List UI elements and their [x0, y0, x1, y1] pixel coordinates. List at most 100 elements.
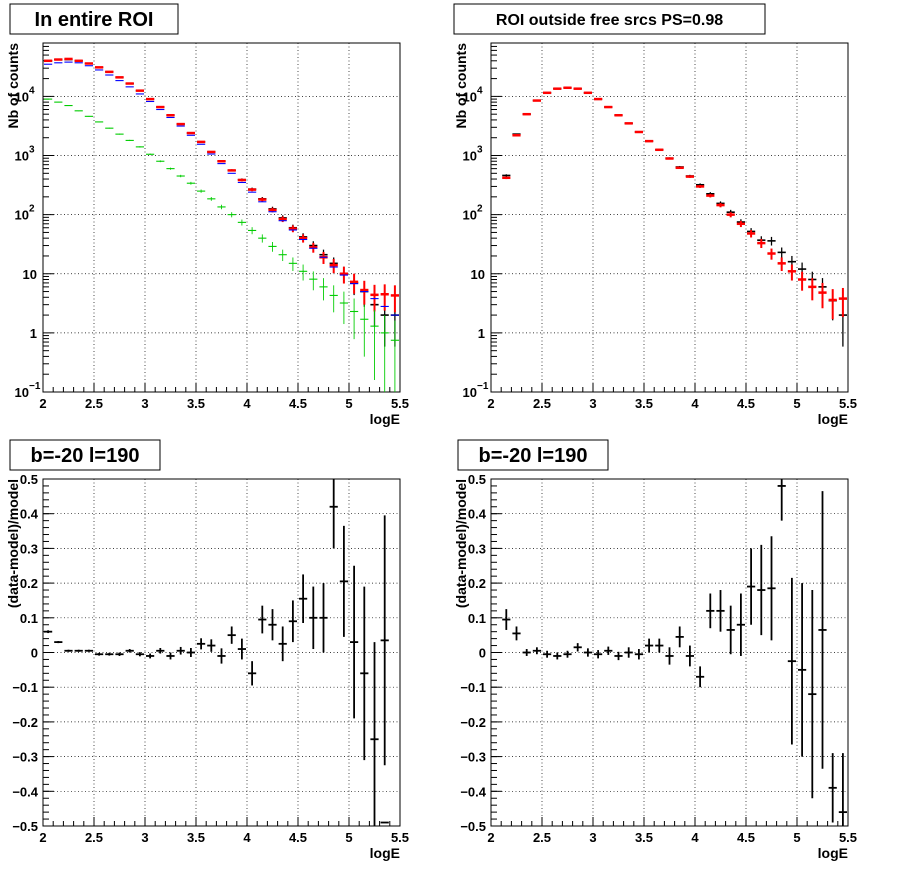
data-point [135, 652, 144, 657]
y-tick-label: 10 [471, 267, 485, 282]
data-point [288, 225, 297, 233]
y-tick-label: 0.3 [468, 541, 486, 556]
data-point [95, 121, 104, 123]
data-point [757, 544, 766, 636]
data-point [166, 113, 175, 117]
x-tick-label: 4.5 [289, 830, 307, 845]
data-point [197, 140, 206, 144]
data-point [696, 666, 705, 688]
data-point [176, 122, 185, 126]
data-point [726, 212, 735, 218]
data-point [655, 638, 664, 653]
data-point [502, 176, 511, 180]
chart-title: ROI outside free srcs PS=0.98 [496, 12, 723, 29]
data-point [522, 112, 531, 116]
data-point [838, 287, 847, 318]
x-axis-label: logE [818, 411, 848, 427]
x-tick-label: 2.5 [85, 396, 103, 411]
data-point [227, 626, 236, 644]
data-point [125, 649, 134, 653]
data-point [675, 626, 684, 648]
data-point [706, 193, 715, 198]
y-tick-label: 0.1 [20, 611, 38, 626]
residual-series [44, 479, 389, 826]
data-point [634, 130, 643, 134]
data-point [197, 189, 206, 193]
data-point [665, 647, 674, 665]
data-point [532, 99, 541, 102]
data-point [747, 230, 756, 238]
data-point [512, 134, 521, 137]
data-point [757, 238, 766, 249]
data-point [726, 605, 735, 655]
data-point [502, 609, 511, 630]
data-point [360, 280, 369, 305]
data-point [798, 271, 807, 291]
data-point [125, 139, 134, 142]
chart-panel-2: ROI outside free srcs PS=0.98 2 2.5 3 3.5 4 4.… [453, 3, 857, 427]
data-point [288, 600, 297, 643]
data-point [74, 649, 83, 652]
data-point [828, 753, 837, 823]
y-tick-label: 0 [31, 646, 38, 661]
y-tick-label: −0.4 [12, 784, 38, 799]
data-point [787, 264, 796, 281]
data-point [360, 586, 369, 761]
data-point [522, 649, 531, 656]
data-point [716, 203, 725, 208]
data-point [207, 197, 216, 201]
series-2 [502, 86, 847, 320]
data-point [258, 234, 267, 243]
data-point [319, 583, 328, 653]
y-axis-label: Nb of counts [453, 43, 469, 129]
data-point [665, 157, 674, 160]
data-point [217, 648, 226, 664]
y-tick-label: 10 [23, 267, 37, 282]
residual-series [502, 479, 847, 826]
x-tick-label: 5 [793, 830, 800, 845]
chart-title-box [9, 3, 179, 35]
data-point [258, 197, 267, 202]
data-point [146, 153, 155, 156]
data-point [278, 626, 287, 662]
data-point [624, 647, 633, 658]
data-point [248, 188, 257, 192]
data-point [777, 479, 786, 521]
x-tick-label: 4 [243, 396, 251, 411]
data-point [767, 236, 776, 246]
data-point [84, 649, 93, 652]
x-tick-label: 3.5 [635, 830, 653, 845]
data-point [64, 105, 73, 107]
grid [43, 43, 400, 392]
y-tick-exponent: 4 [477, 85, 483, 96]
x-tick-label: 3 [589, 396, 596, 411]
data-point [747, 548, 756, 625]
plot-area [490, 42, 849, 393]
data-point [299, 574, 308, 624]
x-tick-label: 4.5 [737, 830, 755, 845]
y-tick-label: 10 [15, 149, 29, 164]
data-point [84, 115, 93, 117]
data-point [624, 122, 633, 125]
data-point [309, 271, 318, 291]
data-point [675, 166, 684, 170]
data-point [54, 101, 63, 103]
data-point [146, 653, 155, 659]
data-point [808, 590, 817, 799]
data-point [604, 105, 613, 109]
data-point [716, 590, 725, 632]
y-tick-label: 1 [478, 326, 485, 341]
y-tick-label: −0.2 [12, 715, 38, 730]
data-point [197, 638, 206, 650]
x-tick-label: 3.5 [635, 396, 653, 411]
data-point [380, 515, 389, 766]
data-point [350, 565, 359, 719]
y-tick-label: −0.4 [460, 784, 486, 799]
y-tick-exponent: −1 [29, 381, 41, 392]
y-tick-exponent: 2 [29, 204, 35, 215]
x-axis-label: logE [370, 845, 400, 861]
x-tick-label: 4 [691, 830, 699, 845]
data-point [594, 650, 603, 659]
data-point [339, 291, 348, 325]
